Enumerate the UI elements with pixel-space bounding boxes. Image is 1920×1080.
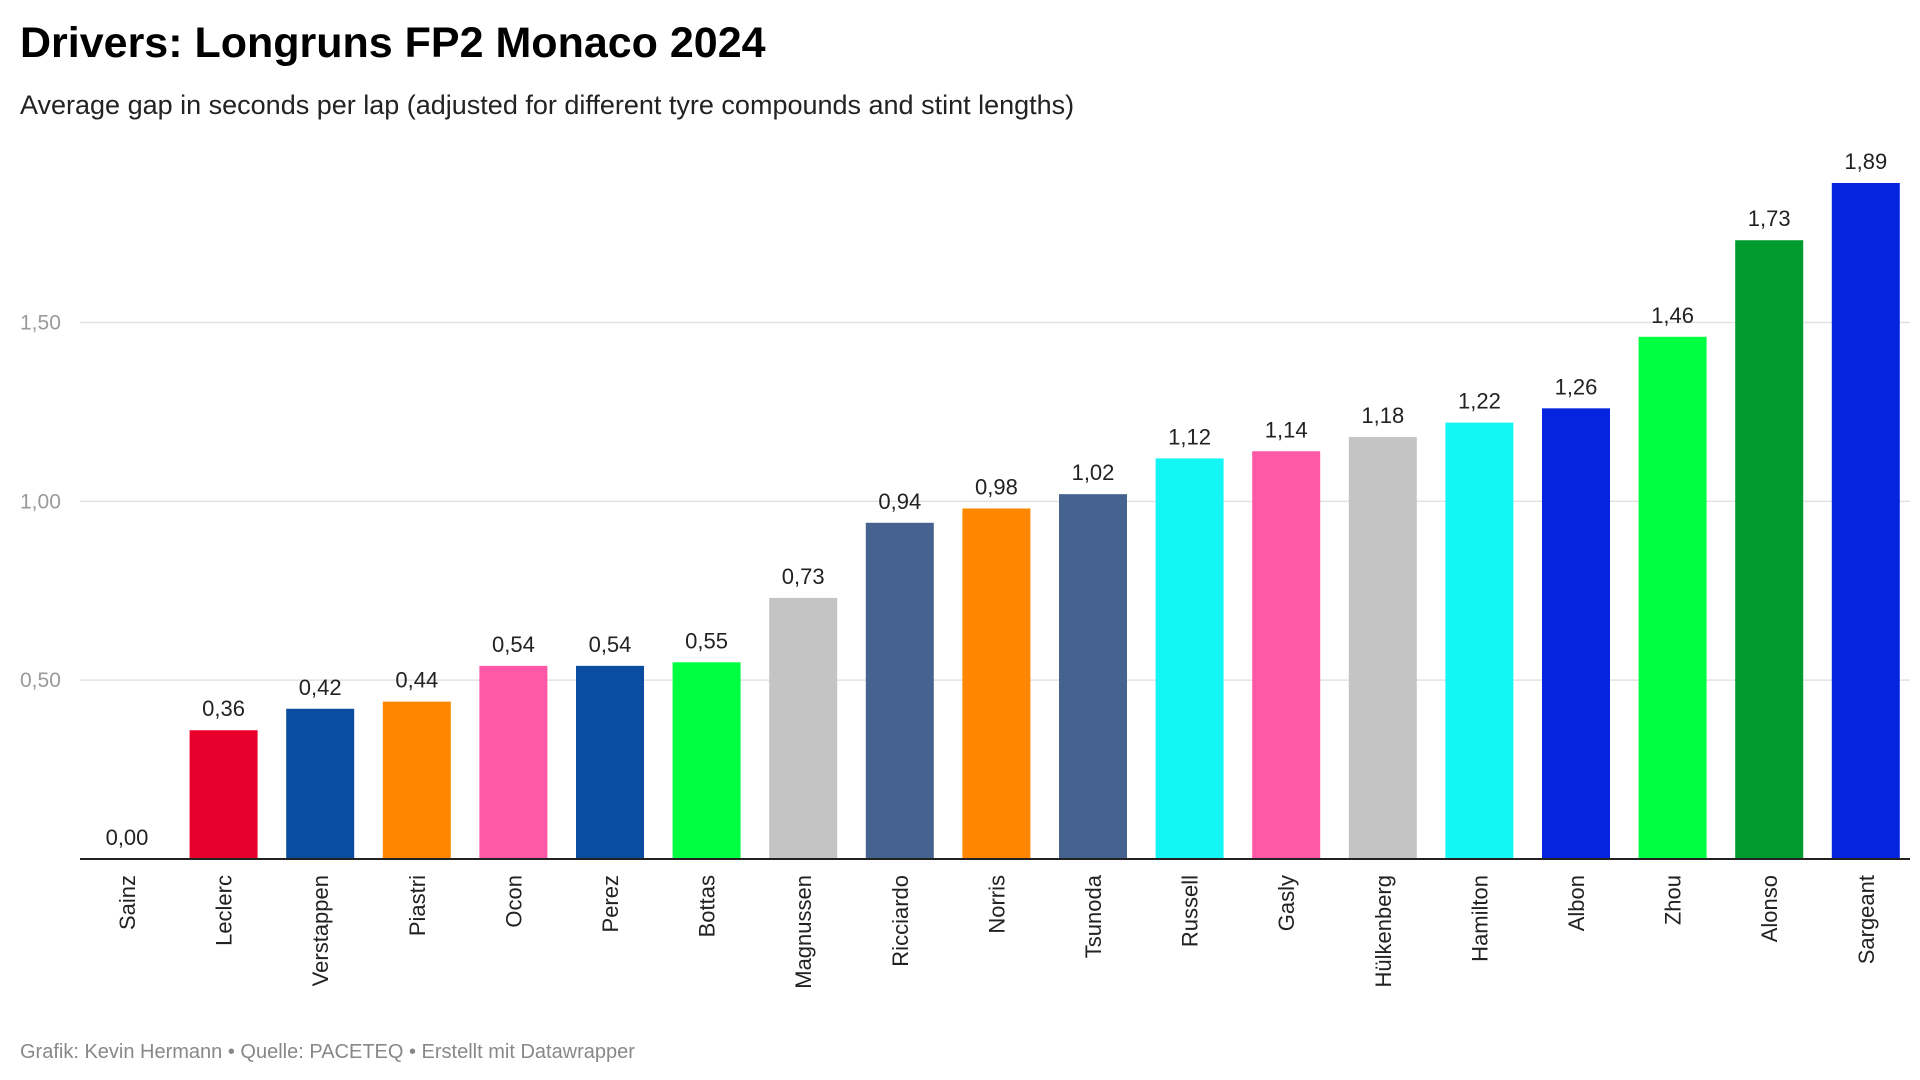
bar-tsunoda (1059, 494, 1127, 859)
category-label: Tsunoda (1081, 874, 1106, 958)
value-label: 1,89 (1844, 149, 1887, 174)
source-credit: Grafik: Kevin Hermann • Quelle: PACETEQ … (20, 1041, 635, 1063)
bar-perez (576, 665, 644, 859)
category-label: Bottas (695, 875, 720, 937)
bar-magnussen (769, 597, 838, 859)
bar-russell (1155, 458, 1224, 859)
bar-alonso (1735, 240, 1804, 859)
bar-albon (1542, 408, 1610, 859)
y-tick-label: 1,50 (20, 311, 61, 334)
category-label: Sainz (115, 875, 140, 930)
value-label: 0,98 (975, 474, 1018, 499)
bar-verstappen (286, 708, 355, 859)
bar-hülkenberg (1348, 436, 1417, 859)
value-label: 0,94 (878, 489, 921, 514)
value-label: 0,36 (202, 696, 245, 721)
value-label: 0,54 (589, 632, 632, 657)
category-label: Hülkenberg (1371, 875, 1396, 988)
category-label: Russell (1178, 875, 1203, 947)
value-label: 1,12 (1168, 424, 1211, 449)
bars (189, 183, 1900, 859)
category-label: Alonso (1757, 875, 1782, 942)
value-label: 0,54 (492, 632, 535, 657)
value-label: 1,02 (1072, 460, 1115, 485)
x-axis-labels: Sainz Leclerc Verstappen Piastri Ocon Perez Bo… (115, 874, 1879, 989)
category-label: Norris (984, 875, 1009, 934)
value-label: 1,18 (1361, 403, 1404, 428)
y-tick-label: 0,50 (20, 669, 61, 692)
value-labels: 0,00 0,36 0,42 0,44 0,54 0,54 0,55 0,73 0,94 0,98… (106, 149, 1888, 850)
y-tick-label: 1,00 (20, 490, 61, 513)
bar-ricciardo (865, 522, 934, 859)
bar-ocon (479, 665, 548, 859)
value-label: 1,73 (1748, 206, 1791, 231)
category-label: Albon (1564, 875, 1589, 931)
category-label: Leclerc (212, 875, 237, 946)
category-label: Ocon (501, 875, 526, 928)
category-label: Verstappen (308, 875, 333, 986)
value-label: 1,46 (1651, 303, 1694, 328)
bar-zhou (1638, 336, 1707, 859)
bar-hamilton (1445, 422, 1514, 859)
bar-gasly (1252, 451, 1321, 859)
value-label: 0,00 (106, 825, 149, 850)
category-label: Ricciardo (888, 875, 913, 967)
y-axis-ticks: 0,50 1,00 1,50 (20, 311, 61, 692)
bar-leclerc (189, 730, 258, 859)
bar-sargeant (1831, 183, 1900, 859)
value-label: 0,55 (685, 628, 728, 653)
category-label: Magnussen (791, 875, 816, 989)
category-label: Piastri (405, 875, 430, 936)
chart-title: Drivers: Longruns FP2 Monaco 2024 (20, 19, 766, 67)
value-label: 0,73 (782, 564, 825, 589)
category-label: Gasly (1274, 875, 1299, 931)
category-label: Zhou (1661, 875, 1686, 925)
category-label: Hamilton (1467, 875, 1492, 962)
category-label: Perez (598, 875, 623, 932)
bar-norris (962, 508, 1031, 859)
value-label: 0,42 (299, 675, 342, 700)
value-label: 1,22 (1458, 389, 1501, 414)
category-label: Sargeant (1854, 875, 1879, 964)
value-label: 1,14 (1265, 417, 1308, 442)
chart-subtitle: Average gap in seconds per lap (adjusted… (20, 90, 1075, 120)
value-label: 0,44 (395, 668, 438, 693)
value-label: 1,26 (1555, 374, 1598, 399)
bar-piastri (382, 701, 451, 859)
bar-bottas (672, 662, 741, 859)
